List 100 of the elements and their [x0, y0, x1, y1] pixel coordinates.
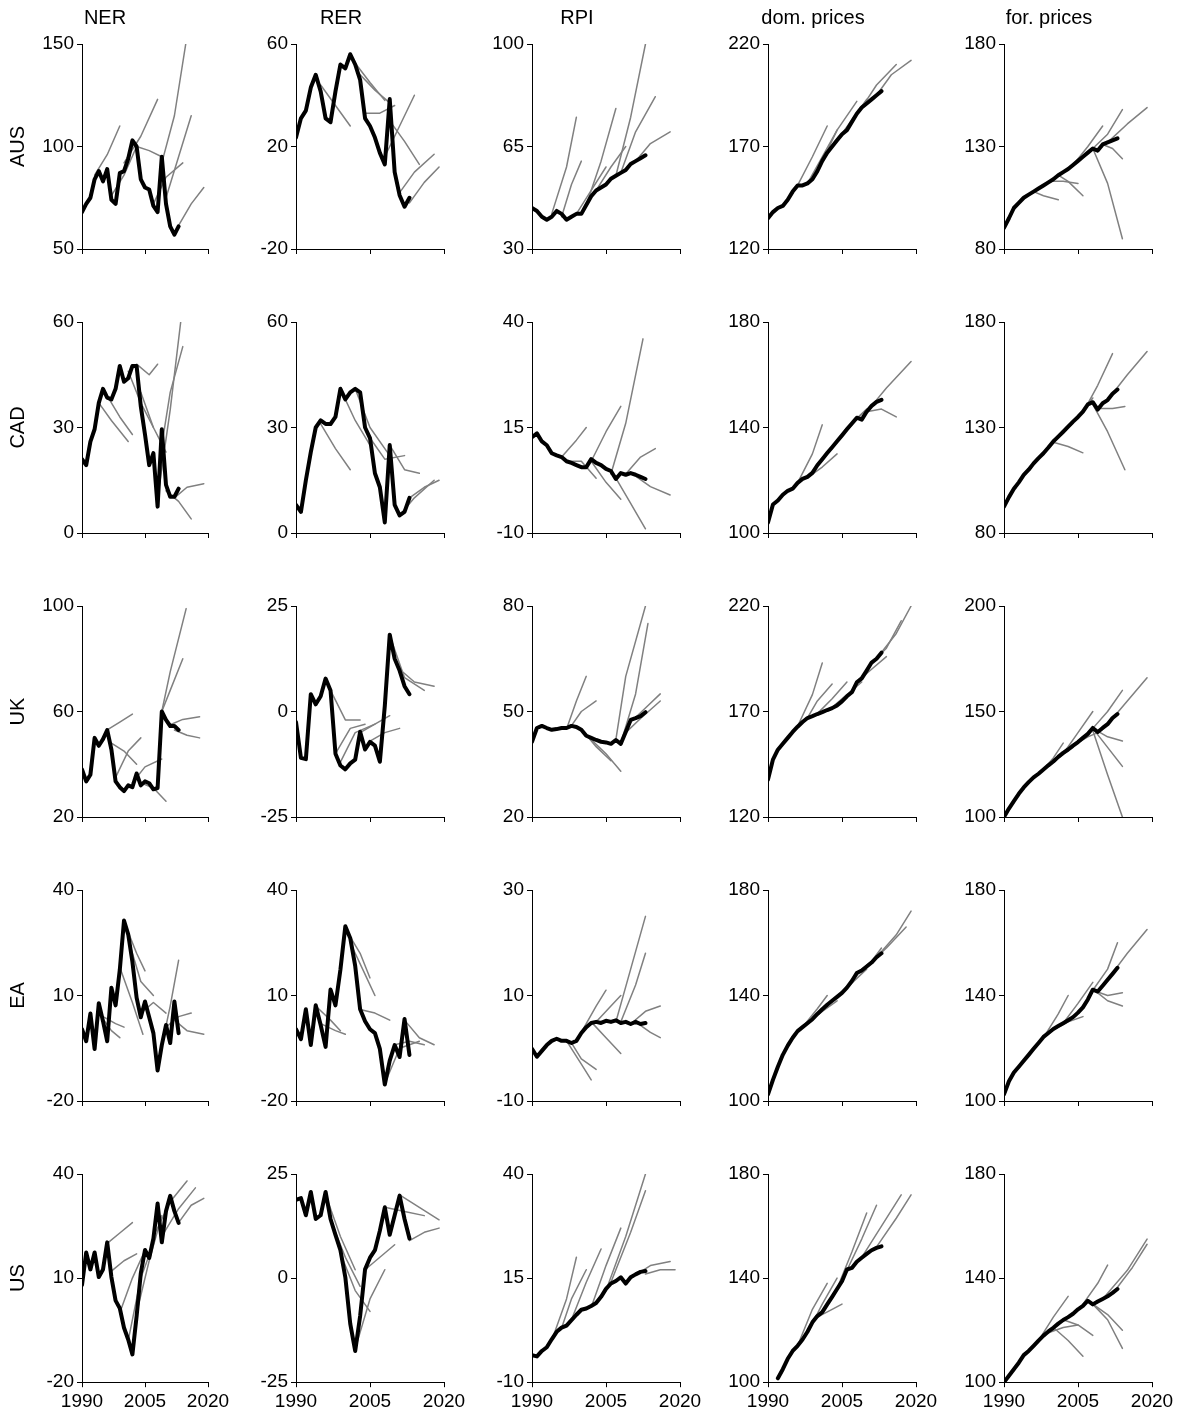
y-tick-label: 50 — [502, 699, 524, 721]
chart-title: for. prices — [1005, 5, 1093, 28]
y-axis-title: EA — [5, 981, 28, 1009]
y-tick-label: 100 — [964, 1370, 996, 1392]
y-tick-label: 10 — [266, 983, 288, 1005]
y-tick-label: 130 — [964, 134, 996, 156]
y-tick-label: 100 — [964, 805, 996, 827]
x-tick-label: 1990 — [510, 1389, 554, 1411]
y-tick-label: 40 — [52, 878, 74, 900]
y-tick-label: 15 — [502, 1266, 524, 1288]
x-tick-label: 2005 — [820, 1389, 864, 1411]
y-tick-label: 65 — [502, 134, 524, 156]
y-axis-title: AUS — [5, 125, 28, 168]
y-tick-label: 100 — [964, 1089, 996, 1111]
y-tick-label: 20 — [52, 805, 74, 827]
y-tick-label: 220 — [728, 594, 760, 616]
y-tick-label: 180 — [728, 310, 760, 332]
y-tick-label: 40 — [266, 878, 288, 900]
y-tick-label: -20 — [260, 1089, 288, 1111]
y-tick-label: 30 — [266, 415, 288, 437]
y-tick-label: 180 — [964, 878, 996, 900]
y-tick-label: 180 — [964, 32, 996, 54]
y-tick-label: 30 — [502, 878, 524, 900]
y-axis-title: US — [5, 1264, 28, 1292]
x-tick-label: 1990 — [274, 1389, 318, 1411]
y-tick-label: 25 — [266, 1162, 288, 1184]
y-tick-label: 170 — [728, 699, 760, 721]
y-tick-label: 40 — [52, 1162, 74, 1184]
chart-title: NER — [83, 5, 127, 28]
y-tick-label: -20 — [46, 1089, 74, 1111]
y-tick-label: 140 — [964, 983, 996, 1005]
y-tick-label: 100 — [728, 1370, 760, 1392]
x-tick-label: 2020 — [894, 1389, 938, 1411]
x-tick-label: 2020 — [658, 1389, 702, 1411]
x-tick-label: 2020 — [422, 1389, 466, 1411]
y-tick-label: 60 — [266, 32, 288, 54]
y-tick-label: 150 — [42, 32, 74, 54]
x-tick-label: 1990 — [982, 1389, 1026, 1411]
chart-title: RPI — [560, 5, 594, 28]
y-tick-label: 100 — [42, 134, 74, 156]
y-tick-label: 10 — [52, 1266, 74, 1288]
y-tick-label: 0 — [63, 521, 74, 543]
y-tick-label: -10 — [496, 1089, 524, 1111]
y-tick-label: 120 — [728, 237, 760, 259]
y-tick-label: 80 — [974, 237, 996, 259]
y-tick-label: 20 — [266, 134, 288, 156]
y-tick-label: 180 — [728, 878, 760, 900]
x-tick-label: 2005 — [1056, 1389, 1100, 1411]
y-tick-label: 180 — [964, 1162, 996, 1184]
y-tick-label: -25 — [260, 1370, 288, 1392]
y-tick-label: -10 — [496, 1370, 524, 1392]
y-tick-label: 30 — [52, 415, 74, 437]
y-axis-title: CAD — [5, 406, 28, 449]
y-tick-label: 120 — [728, 805, 760, 827]
y-tick-label: 15 — [502, 415, 524, 437]
y-tick-label: 10 — [52, 983, 74, 1005]
y-tick-label: 0 — [277, 699, 288, 721]
y-tick-label: 100 — [728, 1089, 760, 1111]
x-tick-label: 2005 — [584, 1389, 628, 1411]
y-tick-label: 60 — [52, 699, 74, 721]
y-tick-label: 140 — [728, 1266, 760, 1288]
y-tick-label: 10 — [502, 983, 524, 1005]
y-tick-label: 100 — [728, 521, 760, 543]
y-tick-label: 140 — [728, 415, 760, 437]
y-tick-label: 80 — [974, 521, 996, 543]
y-tick-label: 140 — [964, 1266, 996, 1288]
y-axis-title: UK — [5, 696, 28, 726]
y-tick-label: 150 — [964, 699, 996, 721]
y-tick-label: 170 — [728, 134, 760, 156]
chart-title: RER — [319, 5, 363, 28]
chart-title: dom. prices — [761, 5, 865, 28]
y-tick-label: 40 — [502, 1162, 524, 1184]
x-tick-label: 2020 — [186, 1389, 230, 1411]
y-tick-label: -10 — [496, 521, 524, 543]
y-tick-label: 100 — [492, 32, 524, 54]
y-tick-label: 20 — [502, 805, 524, 827]
y-tick-label: 0 — [277, 521, 288, 543]
y-tick-label: 50 — [52, 237, 74, 259]
y-tick-label: 180 — [728, 1162, 760, 1184]
y-tick-label: 140 — [728, 983, 760, 1005]
y-tick-label: 25 — [266, 594, 288, 616]
x-tick-label: 2020 — [1130, 1389, 1174, 1411]
y-tick-label: 80 — [502, 594, 524, 616]
y-tick-label: -20 — [46, 1370, 74, 1392]
y-tick-label: 60 — [52, 310, 74, 332]
y-tick-label: 0 — [277, 1266, 288, 1288]
y-tick-label: 60 — [266, 310, 288, 332]
y-tick-label: 220 — [728, 32, 760, 54]
y-tick-label: 130 — [964, 415, 996, 437]
x-tick-label: 2005 — [348, 1389, 392, 1411]
y-tick-label: 40 — [502, 310, 524, 332]
x-tick-label: 2005 — [123, 1389, 167, 1411]
y-tick-label: 30 — [502, 237, 524, 259]
y-tick-label: -20 — [260, 237, 288, 259]
x-tick-label: 1990 — [746, 1389, 790, 1411]
y-tick-label: 180 — [964, 310, 996, 332]
y-tick-label: 100 — [42, 594, 74, 616]
y-tick-label: 200 — [964, 594, 996, 616]
y-tick-label: -25 — [260, 805, 288, 827]
x-tick-label: 1990 — [60, 1389, 104, 1411]
